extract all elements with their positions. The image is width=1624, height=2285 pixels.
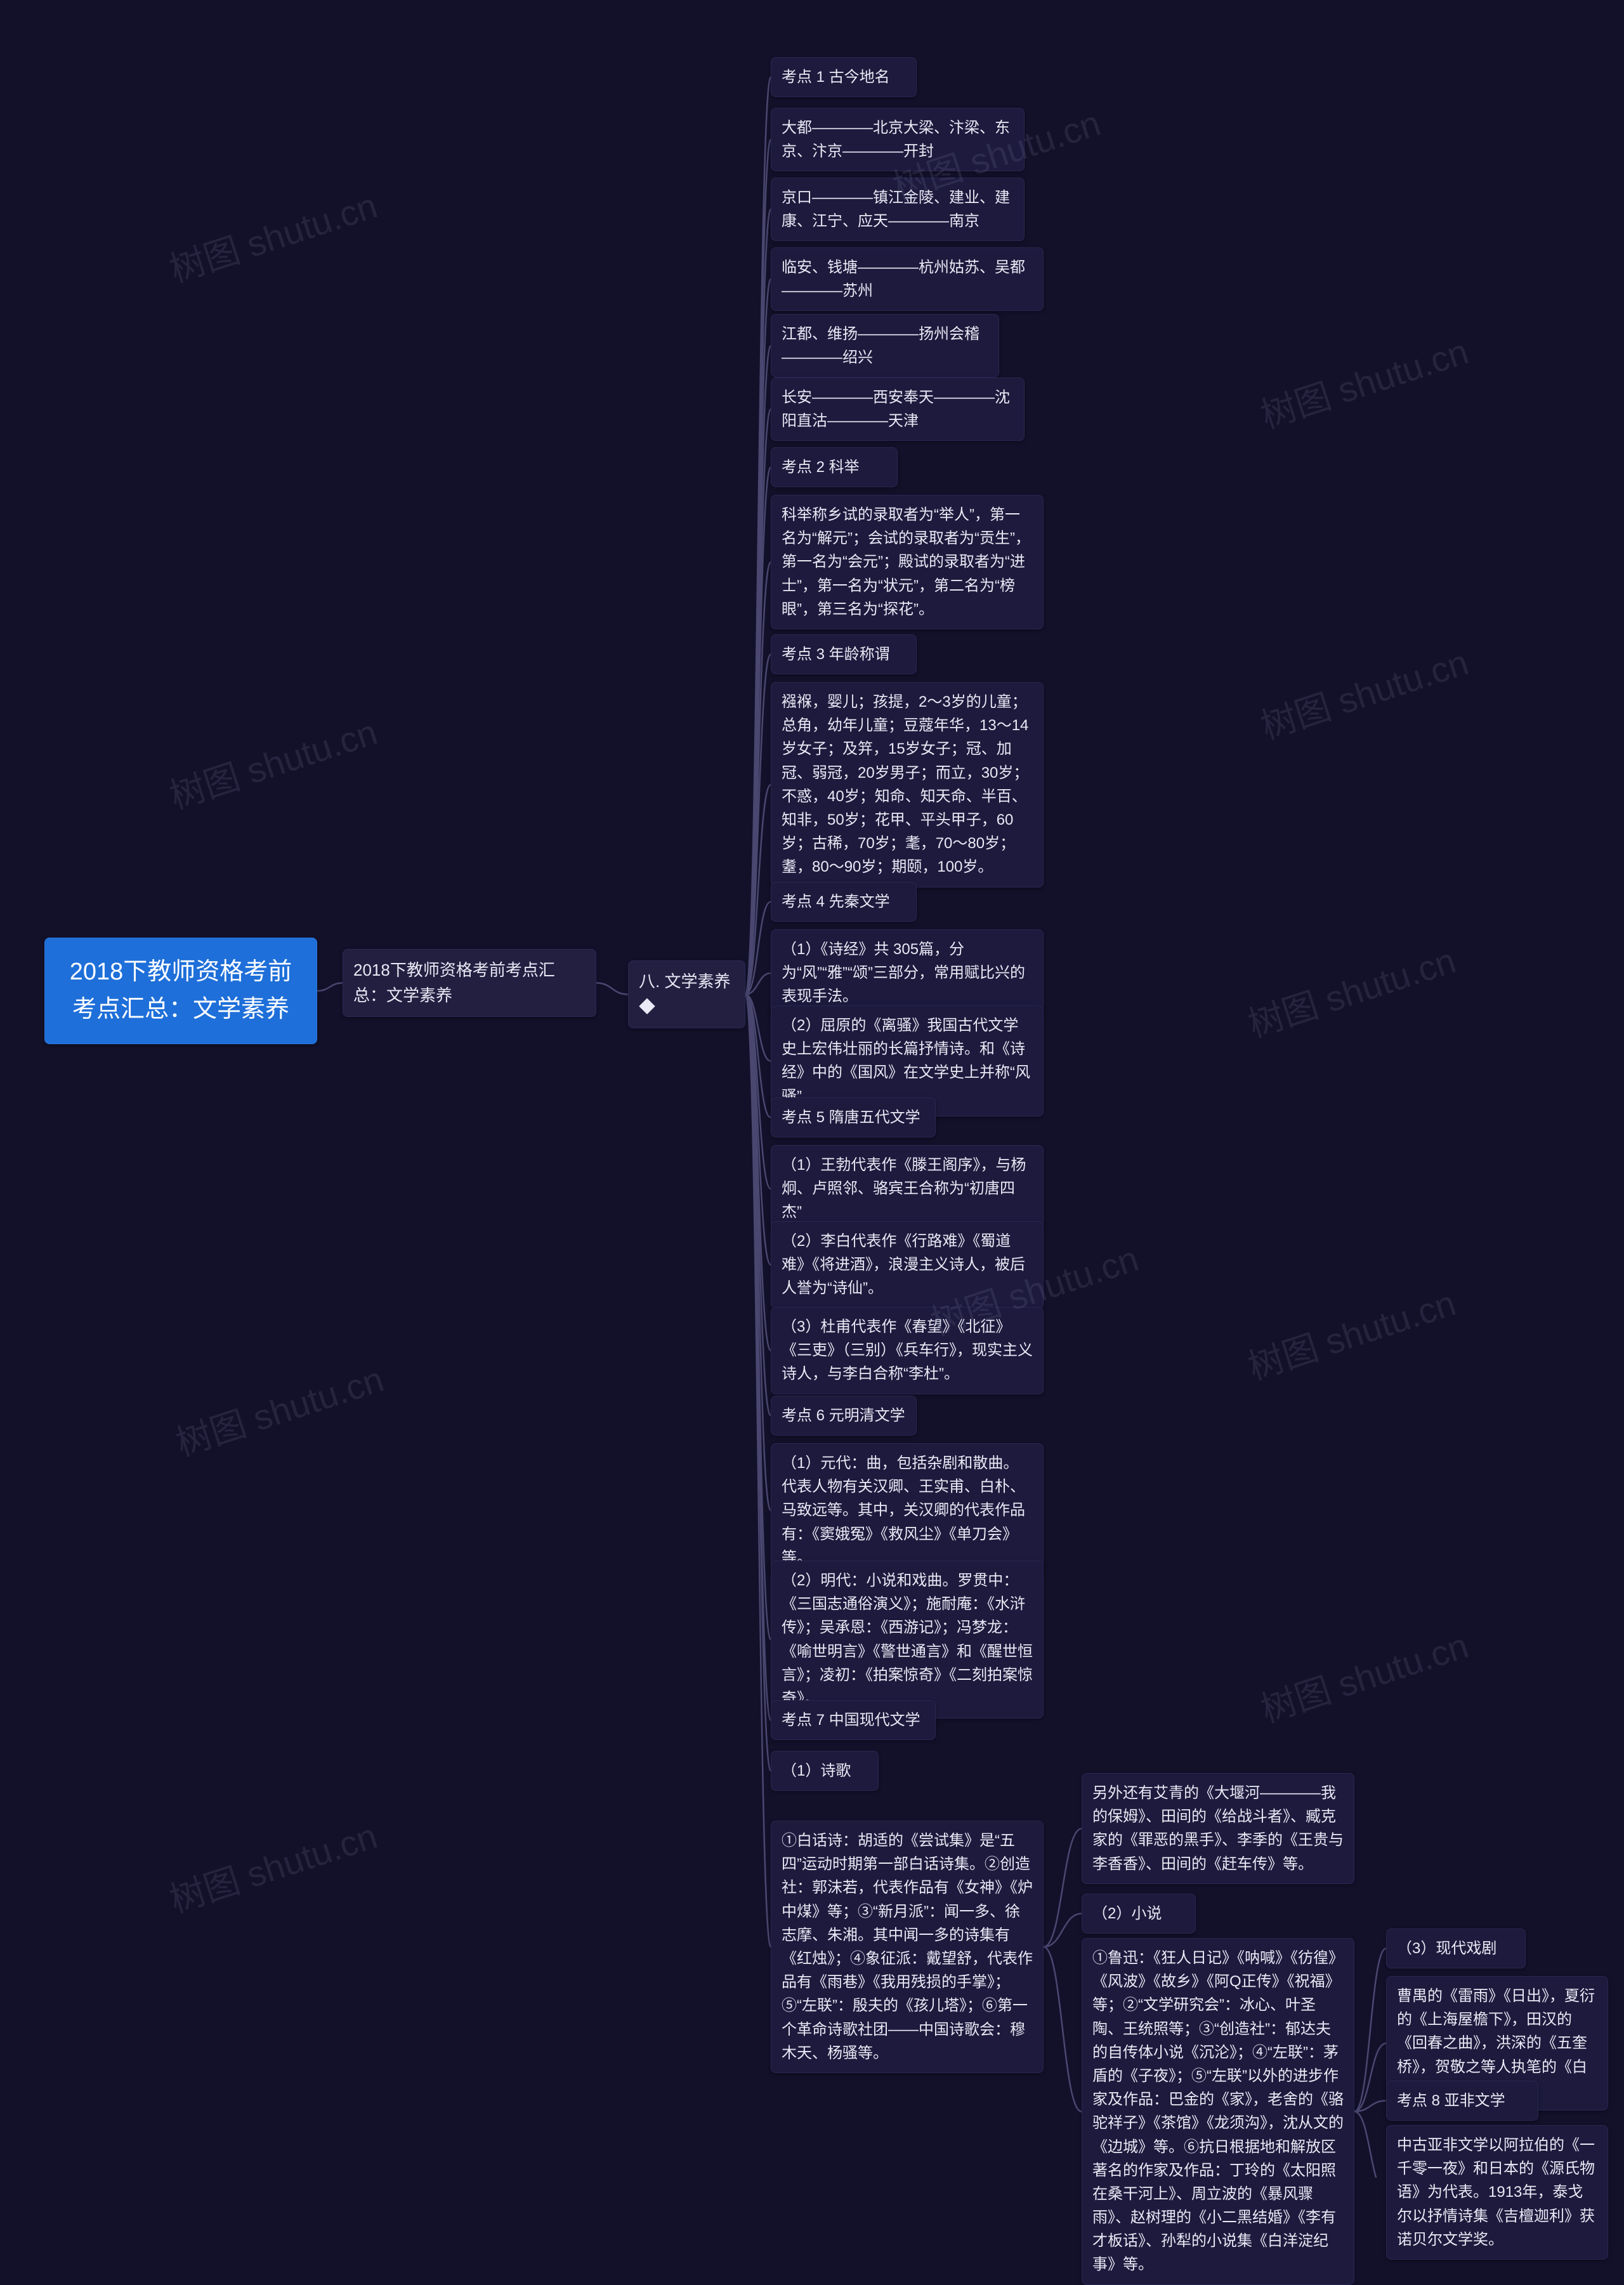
- mindmap-link: [1044, 1914, 1082, 1948]
- mindmap-node[interactable]: 中古亚非文学以阿拉伯的《一千零一夜》和日本的《源氏物语》为代表。1913年，泰戈…: [1386, 2125, 1608, 2260]
- mindmap-link: [745, 995, 771, 1948]
- mindmap-link: [745, 995, 771, 1266]
- watermark: 树图 shutu.cn: [1241, 1275, 1462, 1391]
- mindmap-link: [1044, 1829, 1082, 1948]
- mindmap-node[interactable]: （2）小说: [1082, 1894, 1196, 1934]
- mindmap-link: [1354, 2112, 1386, 2178]
- mindmap-node[interactable]: （2）李白代表作《行路难》《蜀道难》《将进酒》，浪漫主义诗人，被后人誉为“诗仙”…: [771, 1221, 1044, 1309]
- mindmap-node[interactable]: 八. 文学素养 ◆: [628, 960, 745, 1028]
- mindmap-node[interactable]: 考点 6 元明清文学: [771, 1396, 917, 1436]
- mindmap-node[interactable]: 长安————西安奉天————沈阳直沽————天津: [771, 377, 1025, 441]
- mindmap-node[interactable]: （1）元代：曲，包括杂剧和散曲。代表人物有关汉卿、王实甫、白朴、马致远等。其中，…: [771, 1443, 1044, 1578]
- mindmap-link: [745, 409, 771, 995]
- mindmap-link: [745, 346, 771, 995]
- mindmap-link: [745, 140, 771, 995]
- mindmap-node[interactable]: ①白话诗：胡适的《尝试集》是“五四”运动时期第一部白话诗集。②创造社：郭沫若，代…: [771, 1821, 1044, 2073]
- mindmap-node[interactable]: （1）《诗经》共 305篇，分为“风”“雅”“颂”三部分，常用赋比兴的表现手法。: [771, 929, 1044, 1017]
- mindmap-node[interactable]: 江都、维扬————扬州会稽————绍兴: [771, 314, 999, 377]
- mindmap-link: [1354, 1949, 1386, 2112]
- watermark: 树图 shutu.cn: [162, 704, 383, 820]
- mindmap-link: [745, 995, 771, 1189]
- mindmap-node[interactable]: （1）王勃代表作《滕王阁序》，与杨炯、卢照邻、骆宾王合称为“初唐四杰”: [771, 1145, 1044, 1233]
- mindmap-node[interactable]: 京口————镇江金陵、建业、建康、江宁、应天————南京: [771, 178, 1025, 241]
- mindmap-node[interactable]: 大都————北京大梁、汴梁、东京、汴京————开封: [771, 108, 1025, 171]
- watermark: 树图 shutu.cn: [169, 1351, 390, 1467]
- mindmap-node[interactable]: （3）现代戏剧: [1386, 1928, 1526, 1968]
- mindmap-canvas: 2018下教师资格考前考点汇总：文学素养 2018下教师资格考前考点汇总：文学素养…: [0, 0, 1624, 2178]
- mindmap-link: [745, 995, 771, 1416]
- watermark: 树图 shutu.cn: [162, 1808, 383, 1923]
- mindmap-link: [317, 983, 343, 992]
- mindmap-node[interactable]: 襁褓，婴儿；孩提，2～3岁的儿童；总角，幼年儿童；豆蔻年华，13～14岁女子；及…: [771, 682, 1044, 887]
- mindmap-link: [745, 995, 771, 1351]
- mindmap-link: [745, 209, 771, 995]
- mindmap-link: [1354, 2101, 1386, 2112]
- mindmap-link: [745, 902, 771, 995]
- mindmap-node[interactable]: 考点 1 古今地名: [771, 57, 917, 97]
- mindmap-node[interactable]: 考点 5 隋唐五代文学: [771, 1097, 936, 1137]
- watermark: 树图 shutu.cn: [1241, 933, 1462, 1048]
- mindmap-node[interactable]: 另外还有艾青的《大堰河————我的保姆》、田间的《给战斗者》、臧克家的《罪恶的黑…: [1082, 1773, 1354, 1884]
- mindmap-node[interactable]: （1）诗歌: [771, 1751, 879, 1791]
- mindmap-node[interactable]: 考点 8 亚非文学: [1386, 2081, 1538, 2121]
- mindmap-link: [745, 468, 771, 995]
- mindmap-node[interactable]: ①鲁迅：《狂人日记》《呐喊》《彷徨》《风波》《故乡》《阿Q正传》《祝福》等；②“…: [1082, 1938, 1354, 2285]
- mindmap-node[interactable]: 临安、钱塘————杭州姑苏、吴都————苏州: [771, 247, 1044, 311]
- mindmap-link: [745, 995, 771, 1061]
- mindmap-link: [596, 983, 628, 995]
- mindmap-link: [745, 279, 771, 995]
- watermark: 树图 shutu.cn: [1254, 1618, 1474, 1733]
- mindmap-link: [745, 995, 771, 1720]
- mindmap-node[interactable]: 科举称乡试的录取者为“举人”，第一名为“解元”；会试的录取者为“贡生”，第一名为…: [771, 495, 1044, 629]
- mindmap-node[interactable]: 2018下教师资格考前考点汇总：文学素养: [343, 949, 596, 1017]
- mindmap-link: [745, 995, 771, 1771]
- mindmap-link: [745, 995, 771, 1511]
- mindmap-node[interactable]: 2018下教师资格考前考点汇总：文学素养: [44, 938, 317, 1044]
- mindmap-node[interactable]: 考点 3 年龄称谓: [771, 634, 917, 674]
- mindmap-node[interactable]: 考点 7 中国现代文学: [771, 1700, 936, 1740]
- mindmap-node[interactable]: （3）杜甫代表作《春望》《北征》《三吏》（三别）《兵车行》，现实主义诗人，与李白…: [771, 1307, 1044, 1394]
- mindmap-node[interactable]: （2）明代：小说和戏曲。罗贯中：《三国志通俗演义》；施耐庵：《水浒传》；吴承恩：…: [771, 1561, 1044, 1719]
- mindmap-link: [1044, 1947, 1082, 2112]
- mindmap-link: [745, 995, 771, 1640]
- mindmap-node[interactable]: 考点 4 先秦文学: [771, 882, 917, 922]
- watermark: 树图 shutu.cn: [1254, 324, 1474, 439]
- mindmap-link: [745, 973, 771, 995]
- mindmap-link: [745, 562, 771, 995]
- mindmap-link: [745, 785, 771, 995]
- watermark: 树图 shutu.cn: [1254, 634, 1474, 750]
- mindmap-link: [745, 655, 771, 995]
- mindmap-link: [745, 77, 771, 995]
- mindmap-link: [1354, 2043, 1386, 2112]
- watermark: 树图 shutu.cn: [162, 178, 383, 293]
- mindmap-node[interactable]: 考点 2 科举: [771, 447, 898, 487]
- mindmap-link: [745, 995, 771, 1118]
